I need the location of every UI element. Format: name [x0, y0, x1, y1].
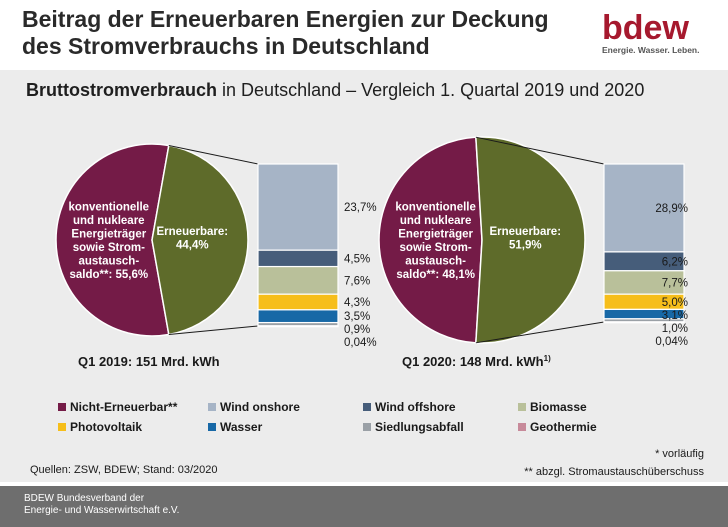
bar-segment-label: 0,04% [344, 337, 377, 349]
legend-swatch [363, 423, 371, 431]
pie-label-non-renewable-line: austausch- [78, 255, 139, 267]
bar-segment-label: 4,3% [344, 297, 370, 309]
bar-segment-label: 3,1% [662, 310, 688, 322]
footer-line-1: BDEW Bundesverband der [24, 493, 145, 504]
bar-segment-label: 4,5% [344, 253, 370, 265]
title-line-1: Beitrag der Erneuerbaren Energien zur De… [22, 6, 549, 32]
bar-segment-label: 0,04% [655, 336, 688, 348]
pie-label-non-renewable-line: sowie Strom- [73, 242, 145, 254]
pie-slice-non-renewable [378, 136, 483, 344]
bar-segment-label: 1,0% [662, 323, 688, 335]
bar-segment-wind-onshore [257, 163, 339, 251]
legend-label: Biomasse [530, 400, 587, 414]
legend: Nicht-Erneuerbar** Wind onshore Wind offsh… [58, 400, 678, 434]
bar-segment-wasser [257, 309, 339, 324]
pie-label-non-renewable-line: austausch- [405, 255, 466, 267]
bar-segment-label: 0,9% [344, 324, 370, 336]
legend-item-wind-offshore: Wind offshore [363, 400, 518, 414]
pie-label-renewable-line: 44,4% [176, 240, 209, 252]
logo-wordmark: bdew [602, 9, 689, 47]
bar-segment-label: 5,0% [662, 297, 688, 309]
breakdown-bar-2 [603, 163, 685, 324]
connector-line-top [475, 136, 605, 165]
pie-label-non-renewable-line: saldo**: 55,6% [69, 269, 148, 281]
bar-segment-wind-onshore [603, 163, 685, 253]
footer-text: BDEW Bundesverband der Energie- und Wass… [24, 493, 179, 517]
pie-label-non-renewable-line: saldo**: 48,1% [396, 269, 475, 281]
pie-slice-non-renewable [55, 143, 170, 337]
caption-superscript: 1) [544, 354, 551, 363]
connector-line-top [168, 144, 259, 165]
legend-item-biomasse: Biomasse [518, 400, 668, 414]
logo-tagline: Energie. Wasser. Leben. [602, 45, 699, 55]
bar-segment-biomasse [257, 265, 339, 295]
legend-swatch [518, 423, 526, 431]
pie-label-non-renewable-line: Energieträger [398, 228, 473, 240]
legend-swatch [58, 423, 66, 431]
chart-title: Beitrag der Erneuerbaren Energien zur De… [22, 6, 582, 60]
subtitle-bold: Bruttostromverbrauch [26, 80, 218, 100]
legend-label: Wind offshore [375, 400, 456, 414]
bar-segment-label: 7,7% [662, 277, 688, 289]
pie-label-non-renewable-line: und nukleare [73, 215, 145, 227]
bar-segment-label: 6,2% [662, 256, 688, 268]
connector-line-bottom [475, 321, 605, 344]
legend-swatch [58, 403, 66, 411]
bar-segment-label: 7,6% [344, 275, 370, 287]
sources-note: Quellen: ZSW, BDEW; Stand: 03/2020 [30, 464, 218, 476]
bdew-logo: bdew Energie. Wasser. Leben. [602, 9, 699, 55]
bar-segment-wind-offshore [257, 249, 339, 268]
connector-line-bottom [168, 325, 259, 336]
legend-swatch [208, 423, 216, 431]
pie-label-non-renewable-line: und nukleare [400, 215, 472, 227]
pie-caption-2: Q1 2020: 148 Mrd. kWh1) [402, 354, 551, 369]
bar-segment-label: 23,7% [344, 202, 377, 214]
bar-segment-label: 28,9% [655, 203, 688, 215]
breakdown-bar-1 [257, 163, 339, 328]
pie-caption-1: Q1 2019: 151 Mrd. kWh [78, 354, 220, 369]
pie-label-renewable-line: Erneuerbare: [489, 226, 561, 238]
footer-line-2: Energie- und Wasserwirtschaft e.V. [24, 505, 180, 516]
legend-label: Siedlungsabfall [375, 420, 464, 434]
legend-item-siedlungsabfall: Siedlungsabfall [363, 420, 518, 434]
pie-label-non-renewable-line: Energieträger [71, 228, 146, 240]
legend-item-photovoltaik: Photovoltaik [58, 420, 208, 434]
legend-label: Geothermie [530, 420, 597, 434]
pie-label-renewable-line: Erneuerbare: [157, 226, 229, 238]
legend-swatch [518, 403, 526, 411]
legend-item-wasser: Wasser [208, 420, 363, 434]
pie-label-renewable-line: 51,9% [509, 240, 542, 252]
footer-bar [0, 486, 728, 527]
note-preliminary: * vorläufig [655, 448, 704, 460]
legend-label: Nicht-Erneuerbar** [70, 400, 178, 414]
legend-item-wind-onshore: Wind onshore [208, 400, 363, 414]
chart-subtitle: Bruttostromverbrauch in Deutschland – Ve… [26, 80, 644, 101]
legend-label: Wasser [220, 420, 263, 434]
pie-label-non-renewable-line: konventionelle [395, 201, 476, 213]
pie-label-non-renewable-line: sowie Strom- [400, 242, 472, 254]
legend-item-nicht-erneuerbar: Nicht-Erneuerbar** [58, 400, 208, 414]
legend-label: Wind onshore [220, 400, 300, 414]
pie-label-non-renewable-line: konventionelle [69, 201, 150, 213]
legend-label: Photovoltaik [70, 420, 143, 434]
bar-segment-label: 3,5% [344, 311, 370, 323]
bar-segment-geothermie [603, 321, 685, 324]
legend-swatch [363, 403, 371, 411]
note-excluding: ** abzgl. Stromaustauschüberschuss [524, 466, 704, 478]
bar-segment-geothermie [257, 325, 339, 328]
subtitle-rest: in Deutschland – Vergleich 1. Quartal 20… [217, 80, 645, 100]
bar-segment-photovoltaik [257, 293, 339, 311]
legend-swatch [208, 403, 216, 411]
legend-item-geothermie: Geothermie [518, 420, 668, 434]
title-line-2: des Stromverbrauchs in Deutschland [22, 33, 430, 59]
pie-slice-renewable [151, 144, 249, 336]
